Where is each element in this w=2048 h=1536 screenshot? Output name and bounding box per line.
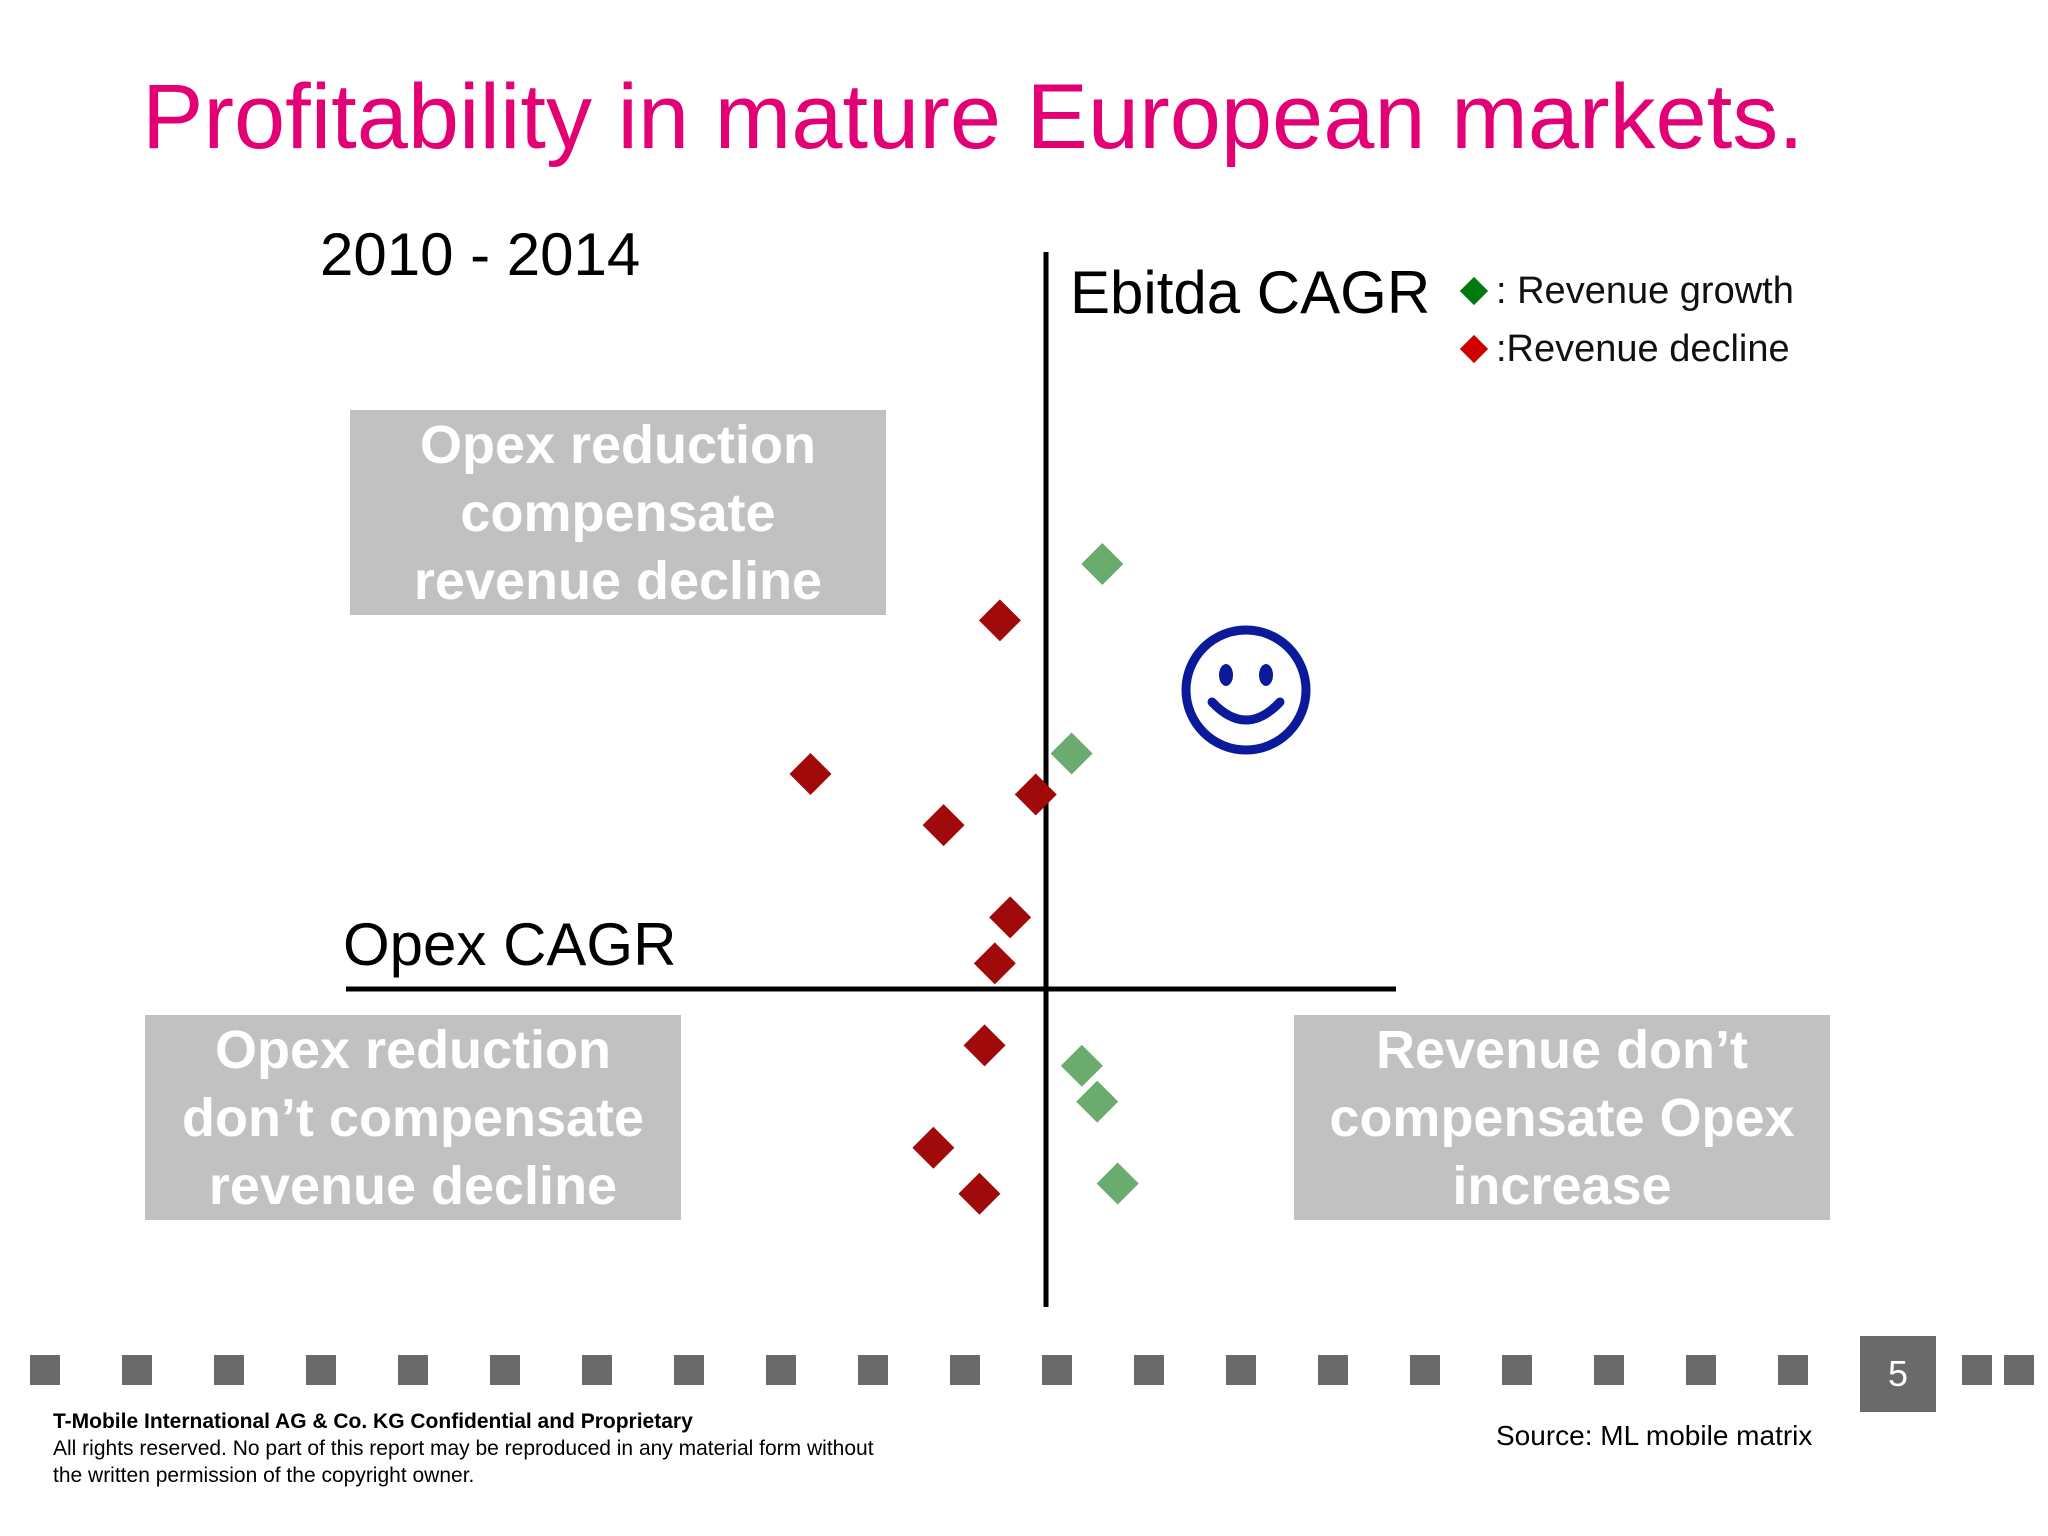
source-note: Source: ML mobile matrix (1496, 1420, 1813, 1451)
footer-dot (1318, 1355, 1348, 1385)
footer-dot (1594, 1355, 1624, 1385)
footer-dot (674, 1355, 704, 1385)
quadrant-label-line: Opex reduction (419, 414, 817, 475)
quadrant-label-line: Revenue don’t (1375, 1019, 1749, 1080)
footer-dot (766, 1355, 796, 1385)
quadrant-label-top-left: Opex reduction compensate revenue declin… (350, 410, 886, 615)
footer-dot (30, 1355, 60, 1385)
quadrant-label-line: increase (1452, 1155, 1672, 1216)
decline-point (973, 942, 1016, 985)
period-label: 2010 - 2014 (320, 221, 641, 288)
slide-title: Profitability in mature European markets… (142, 66, 1804, 168)
footer-dot (582, 1355, 612, 1385)
footer-dot (1042, 1355, 1072, 1385)
growth-point (1050, 732, 1093, 775)
footer-dot (950, 1355, 980, 1385)
footer-dot (1226, 1355, 1256, 1385)
footer-legal: T-Mobile International AG & Co. KG Confi… (53, 1408, 874, 1489)
legend-label-growth: : Revenue growth (1496, 269, 1794, 312)
quadrant-label-line: revenue decline (413, 550, 823, 611)
quadrant-label-bottom-right: Revenue don’t compensate Opex increase (1294, 1015, 1830, 1220)
chart-axes (346, 252, 1396, 1307)
quadrant-label-line: revenue decline (208, 1155, 618, 1216)
footer-dot (122, 1355, 152, 1385)
footer-dot (1410, 1355, 1440, 1385)
chart-legend: : Revenue growth :Revenue decline (1458, 262, 1794, 378)
footer-dot (1134, 1355, 1164, 1385)
decline-point (789, 752, 832, 795)
smiley-face-icon (1181, 625, 1311, 755)
footer-rights-line: All rights reserved. No part of this rep… (53, 1437, 874, 1460)
footer-dot (1778, 1355, 1808, 1385)
quadrant-label-line: compensate Opex (1329, 1087, 1795, 1148)
decline-point (978, 599, 1021, 642)
decline-point (912, 1126, 955, 1169)
footer-dot (398, 1355, 428, 1385)
decline-point (989, 896, 1032, 939)
decline-point (958, 1172, 1001, 1215)
footer-company: T-Mobile International AG & Co. KG Confi… (53, 1410, 693, 1433)
legend-item-decline: :Revenue decline (1458, 320, 1794, 378)
quadrant-label-line: compensate (460, 482, 776, 543)
page-number: 5 (1860, 1336, 1936, 1412)
growth-point (1096, 1162, 1139, 1205)
legend-label-decline: :Revenue decline (1496, 327, 1790, 370)
growth-point (1076, 1080, 1119, 1123)
decline-point (922, 804, 965, 847)
red-diamond-icon (1459, 334, 1489, 364)
green-diamond-icon (1459, 276, 1489, 306)
growth-point (1060, 1044, 1103, 1087)
footer-dot (2004, 1355, 2034, 1385)
quadrant-label-line: don’t compensate (181, 1087, 645, 1148)
footer-dot-strip (0, 1355, 2048, 1385)
decline-point (963, 1024, 1006, 1067)
y-axis-label: Ebitda CAGR (1070, 259, 1431, 326)
decline-point (1014, 773, 1057, 816)
growth-point (1081, 543, 1124, 586)
footer-dot (1962, 1355, 1992, 1385)
footer-dot (214, 1355, 244, 1385)
footer-rights-line: the written permission of the copyright … (53, 1464, 475, 1487)
footer-dot (1686, 1355, 1716, 1385)
footer-dot (490, 1355, 520, 1385)
quadrant-label-line: Opex reduction (214, 1019, 612, 1080)
legend-item-growth: : Revenue growth (1458, 262, 1794, 320)
footer-dot (1502, 1355, 1532, 1385)
footer-dot (306, 1355, 336, 1385)
footer-dot (858, 1355, 888, 1385)
x-axis-label: Opex CAGR (343, 911, 677, 978)
quadrant-label-bottom-left: Opex reduction don’t compensate revenue … (145, 1015, 681, 1220)
